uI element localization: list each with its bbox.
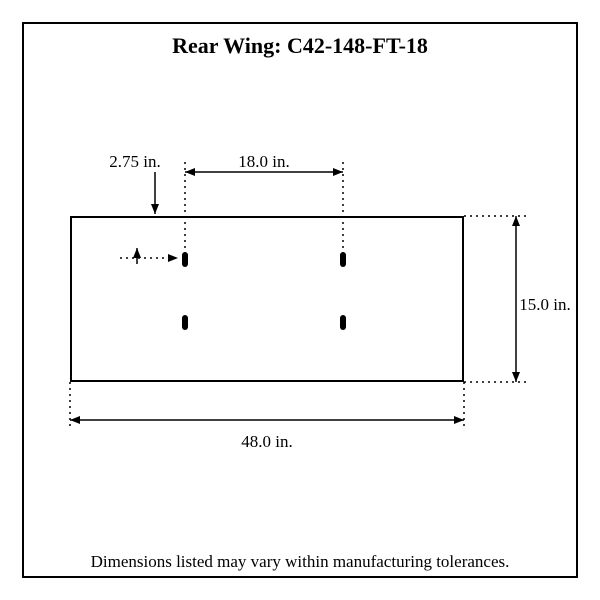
dim-label-width: 48.0 in. [207, 432, 327, 452]
tolerance-note: Dimensions listed may vary within manufa… [40, 552, 560, 572]
mounting-slot [182, 315, 188, 330]
drawing-canvas: Rear Wing: C42-148-FT-18 48.0 in. 15.0 i… [0, 0, 600, 600]
dim-label-inset: 2.75 in. [75, 152, 195, 172]
dim-label-height: 15.0 in. [510, 295, 580, 315]
drawing-title: Rear Wing: C42-148-FT-18 [100, 33, 500, 59]
mounting-slot [340, 315, 346, 330]
part-outline [70, 216, 464, 382]
mounting-slot [340, 252, 346, 267]
dim-label-hole-spacing: 18.0 in. [204, 152, 324, 172]
mounting-slot [182, 252, 188, 267]
